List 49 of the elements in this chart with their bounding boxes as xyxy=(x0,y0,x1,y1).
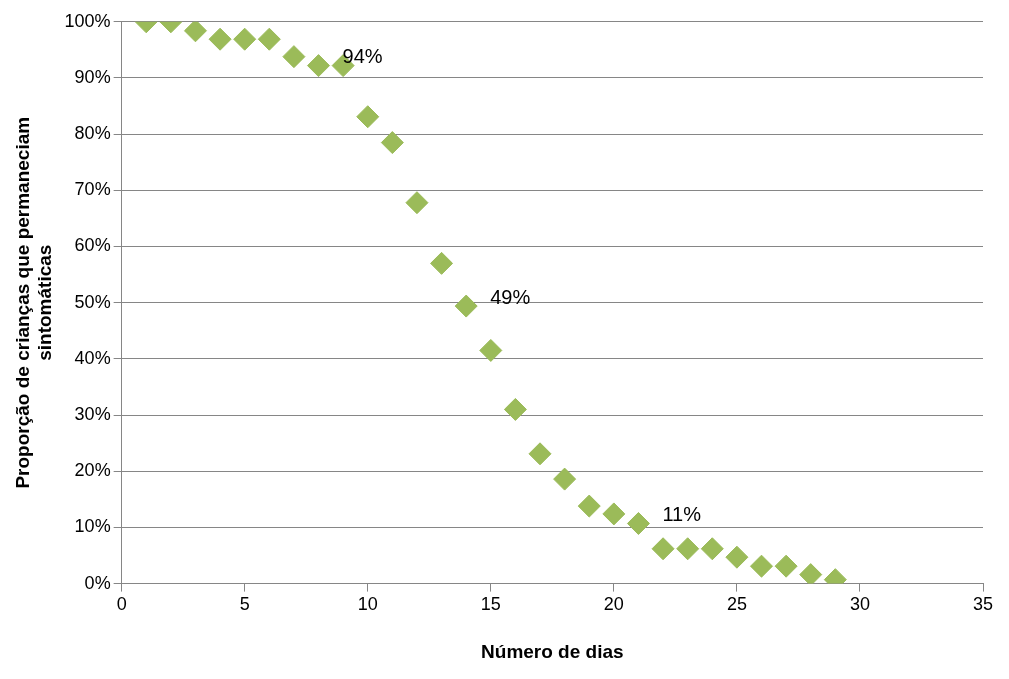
y-tick-label: 0% xyxy=(84,572,111,593)
point xyxy=(676,537,700,561)
point xyxy=(257,27,281,51)
point xyxy=(282,45,306,69)
point xyxy=(430,251,454,275)
point xyxy=(208,27,232,51)
point xyxy=(774,554,798,578)
x-tick-label: 30 xyxy=(849,594,870,615)
y-axis-title: Proporção de crianças que permaneciam sintomáticas xyxy=(11,116,56,489)
point xyxy=(183,21,207,43)
point xyxy=(405,191,429,215)
x-tick-label: 25 xyxy=(726,594,747,615)
annotation: 94% xyxy=(342,45,383,68)
point xyxy=(356,105,380,129)
x-tick-label: 5 xyxy=(239,594,250,615)
point xyxy=(700,537,724,561)
y-tick-label: 100% xyxy=(64,10,111,31)
y-tick-label: 10% xyxy=(74,516,111,537)
x-tick-label: 20 xyxy=(603,594,624,615)
point xyxy=(528,442,552,466)
y-tick-label: 20% xyxy=(74,460,111,481)
point xyxy=(503,397,527,421)
y-tick-label: 60% xyxy=(74,235,111,256)
y-tick-label: 50% xyxy=(74,291,111,312)
annotation: 49% xyxy=(490,285,531,308)
point xyxy=(799,563,823,584)
point xyxy=(233,27,257,51)
point xyxy=(626,511,650,535)
point xyxy=(577,494,601,518)
point xyxy=(307,54,331,78)
y-tick-label: 70% xyxy=(74,179,111,200)
x-tick-label: 10 xyxy=(357,594,378,615)
x-tick-label: 35 xyxy=(972,594,994,615)
point xyxy=(725,545,749,569)
y-tick-label: 30% xyxy=(74,404,111,425)
point xyxy=(479,338,503,362)
y-tick-label: 80% xyxy=(74,123,111,144)
y-tick-label: 40% xyxy=(74,347,111,368)
x-tick-label: 0 xyxy=(116,594,127,615)
x-axis-title: Número de dias xyxy=(481,640,624,662)
point xyxy=(454,294,478,318)
y-tick-label: 90% xyxy=(74,66,111,87)
point xyxy=(602,502,626,526)
point xyxy=(553,467,577,491)
point xyxy=(380,131,404,155)
x-tick-label: 15 xyxy=(480,594,501,615)
point xyxy=(750,554,774,578)
annotation: 11% xyxy=(662,503,702,525)
point xyxy=(651,537,675,561)
